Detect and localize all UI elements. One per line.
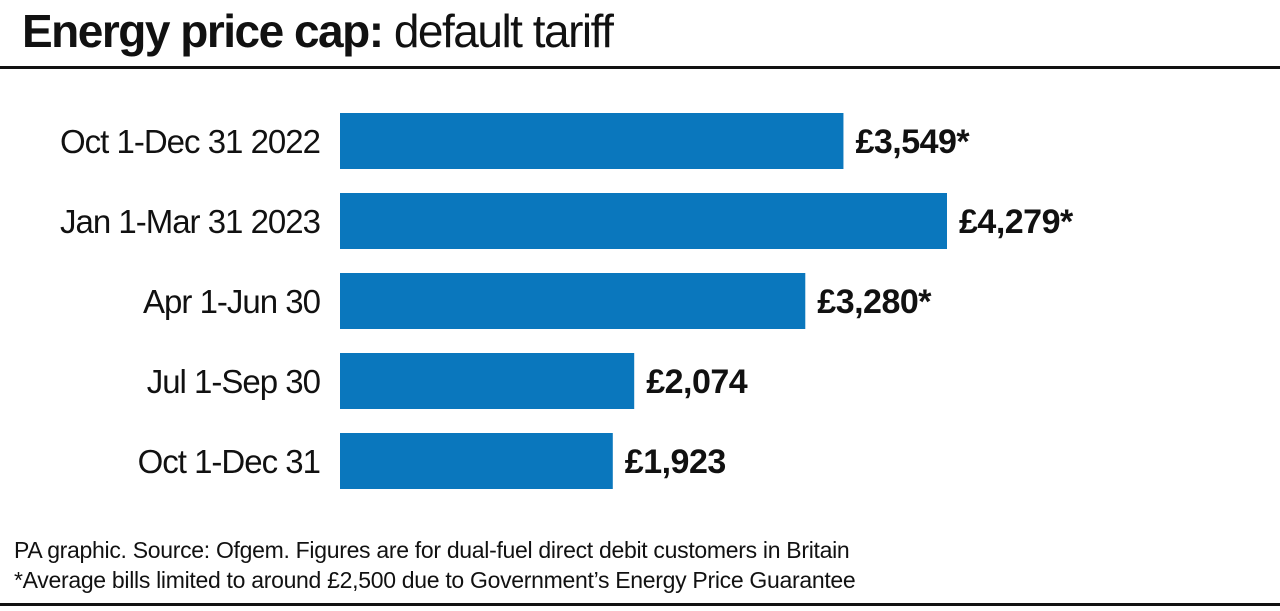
category-label: Oct 1-Dec 31 — [138, 443, 320, 480]
chart-title: Energy price cap: default tariff — [22, 4, 614, 58]
top-rule — [0, 66, 1280, 69]
value-label: £2,074 — [646, 363, 748, 401]
bottom-rule — [0, 603, 1280, 606]
value-label: £1,923 — [625, 443, 726, 481]
category-label: Oct 1-Dec 31 2022 — [60, 123, 320, 160]
asterisk-note: *Average bills limited to around £2,500 … — [14, 567, 856, 593]
value-label: £3,280* — [817, 283, 932, 321]
value-label: £3,549* — [855, 123, 970, 161]
category-label: Apr 1-Jun 30 — [143, 283, 321, 320]
bar — [340, 193, 947, 249]
value-label: £4,279* — [959, 203, 1074, 241]
bar — [340, 113, 844, 169]
category-label: Jan 1-Mar 31 2023 — [60, 203, 320, 240]
bar — [340, 273, 806, 329]
source-note: PA graphic. Source: Ofgem. Figures are f… — [14, 537, 850, 563]
category-label: Jul 1-Sep 30 — [147, 363, 321, 400]
bar — [340, 433, 613, 489]
title-subtitle: default tariff — [393, 5, 614, 57]
title-bold: Energy price cap: — [22, 5, 384, 57]
bar — [340, 353, 635, 409]
